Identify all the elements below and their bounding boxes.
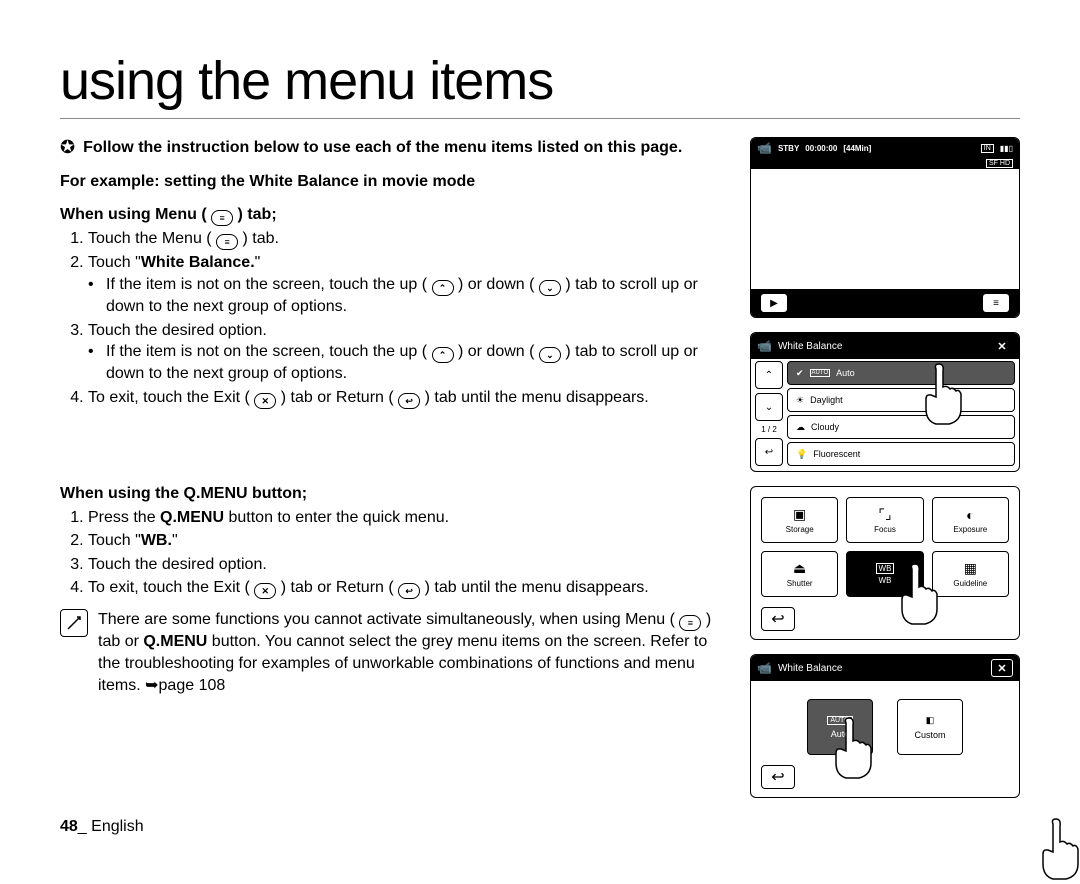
list-item: To exit, touch the Exit ( ✕ ) tab or Ret… xyxy=(88,387,730,409)
footer-language: English xyxy=(91,818,143,835)
storage-in-icon: IN xyxy=(981,144,994,153)
remain-label: [44Min] xyxy=(843,144,871,153)
focus-icon: ⌜⌟ xyxy=(878,506,891,523)
list-item: Touch the Menu ( ≡ ) tab. xyxy=(88,228,730,250)
page-title: using the menu items xyxy=(60,50,1020,119)
wb-menu-title: White Balance xyxy=(778,341,842,352)
wb-option-label: Daylight xyxy=(810,395,843,405)
wb-option-label: Cloudy xyxy=(811,422,839,432)
hand-pointer-icon xyxy=(911,359,971,429)
sun-icon: ☀ xyxy=(796,395,804,406)
exit-icon: ✕ xyxy=(254,583,276,599)
list-item: To exit, touch the Exit ( ✕ ) tab or Ret… xyxy=(88,577,730,599)
qmenu-steps-list: Press the Q.MENU button to enter the qui… xyxy=(60,507,730,600)
list-item: Touch the desired option. xyxy=(88,554,730,576)
white-balance-menu-screen: 📹 White Balance ✕ ⌃ ⌄ 1 / 2 ↩ ✔ AUTO Aut… xyxy=(750,332,1020,472)
list-item: Touch "White Balance." • If the item is … xyxy=(88,252,730,317)
camcorder-icon: 📹 xyxy=(757,141,772,155)
camcorder-icon: 📹 xyxy=(757,339,772,353)
list-item: Touch "WB." xyxy=(88,530,730,552)
menu-icon: ≡ xyxy=(211,210,233,226)
hand-pointer-icon xyxy=(821,713,881,783)
list-item: Press the Q.MENU button to enter the qui… xyxy=(88,507,730,529)
close-button[interactable]: ✕ xyxy=(991,337,1013,355)
wb-choice-title: White Balance xyxy=(778,663,842,674)
storage-icon: ▣ xyxy=(793,506,806,523)
down-icon: ⌄ xyxy=(539,280,561,296)
auto-badge-icon: AUTO xyxy=(810,369,831,377)
sf-hd-badge: SF HD xyxy=(986,159,1013,168)
wb-option-label: Auto xyxy=(836,368,855,378)
qmenu-focus[interactable]: ⌜⌟Focus xyxy=(846,497,923,543)
menu-button[interactable]: ≡ xyxy=(983,294,1009,312)
page-footer: 48_ English xyxy=(60,818,144,836)
time-label: 00:00:00 xyxy=(805,144,837,153)
exposure-icon: ◐ xyxy=(966,507,974,523)
down-icon: ⌄ xyxy=(539,347,561,363)
example-line: For example: setting the White Balance i… xyxy=(60,171,730,193)
menu-icon: ≡ xyxy=(679,615,701,631)
list-item: Touch the desired option. • If the item … xyxy=(88,320,730,385)
wb-choice-screen: 📹 White Balance ✕ AUTO Auto ◧ Custom ↩ xyxy=(750,654,1020,798)
wb-option-auto[interactable]: ✔ AUTO Auto xyxy=(787,361,1015,385)
exit-icon: ✕ xyxy=(254,393,276,409)
menu-steps-list: Touch the Menu ( ≡ ) tab. Touch "White B… xyxy=(60,228,730,409)
return-button[interactable]: ↩ xyxy=(761,607,795,631)
play-button[interactable]: ▶ xyxy=(761,294,787,312)
menu-icon: ≡ xyxy=(216,234,238,250)
menu-tab-heading: When using Menu ( ≡ ) tab; xyxy=(60,204,730,226)
stby-label: STBY xyxy=(778,144,799,153)
up-button[interactable]: ⌃ xyxy=(755,361,783,389)
bullet-icon: • xyxy=(88,274,98,318)
bullet-icon: • xyxy=(88,341,98,385)
instruction-text: Follow the instruction below to use each… xyxy=(83,137,682,159)
return-icon: ↩ xyxy=(398,583,420,599)
wb-option-label: Fluorescent xyxy=(813,449,860,459)
wb-choice-custom[interactable]: ◧ Custom xyxy=(897,699,963,755)
screens-column: 📹 STBY 00:00:00 [44Min] IN ▮▮▯ SF HD ▶ ≡ xyxy=(750,137,1020,812)
note-text: There are some functions you cannot acti… xyxy=(98,609,730,696)
page-number: 48 xyxy=(60,818,78,835)
standby-screen: 📹 STBY 00:00:00 [44Min] IN ▮▮▯ SF HD ▶ ≡ xyxy=(750,137,1020,318)
grid-icon: ▦ xyxy=(964,560,977,577)
qmenu-screen: ▣Storage ⌜⌟Focus ◐Exposure ⏏Shutter WBWB… xyxy=(750,486,1020,640)
hand-pointer-icon xyxy=(887,559,947,629)
close-button[interactable]: ✕ xyxy=(991,659,1013,677)
up-icon: ⌃ xyxy=(432,280,454,296)
wb-option-daylight[interactable]: ☀ Daylight xyxy=(787,388,1015,412)
up-icon: ⌃ xyxy=(432,347,454,363)
qmenu-heading: When using the Q.MENU button; xyxy=(60,483,730,505)
qmenu-shutter[interactable]: ⏏Shutter xyxy=(761,551,838,597)
note-icon xyxy=(60,609,88,637)
qmenu-storage[interactable]: ▣Storage xyxy=(761,497,838,543)
star-bullet-icon: ✪ xyxy=(60,137,75,159)
page-indicator: 1 / 2 xyxy=(751,425,787,434)
battery-icon: ▮▮▯ xyxy=(1000,144,1013,153)
fluorescent-icon: 💡 xyxy=(796,449,807,460)
camcorder-icon: 📹 xyxy=(757,661,772,675)
down-button[interactable]: ⌄ xyxy=(755,393,783,421)
qmenu-exposure[interactable]: ◐Exposure xyxy=(932,497,1009,543)
return-icon: ↩ xyxy=(398,393,420,409)
instructions-column: ✪ Follow the instruction below to use ea… xyxy=(60,137,730,812)
return-button[interactable]: ↩ xyxy=(761,765,795,789)
wb-option-cloudy[interactable]: ☁ Cloudy xyxy=(787,415,1015,439)
cloud-icon: ☁ xyxy=(796,422,805,433)
custom-icon: ◧ xyxy=(926,715,935,726)
return-button[interactable]: ↩ xyxy=(755,438,783,466)
shutter-icon: ⏏ xyxy=(793,560,806,577)
check-icon: ✔ xyxy=(796,368,804,379)
wb-option-fluorescent[interactable]: 💡 Fluorescent xyxy=(787,442,1015,466)
